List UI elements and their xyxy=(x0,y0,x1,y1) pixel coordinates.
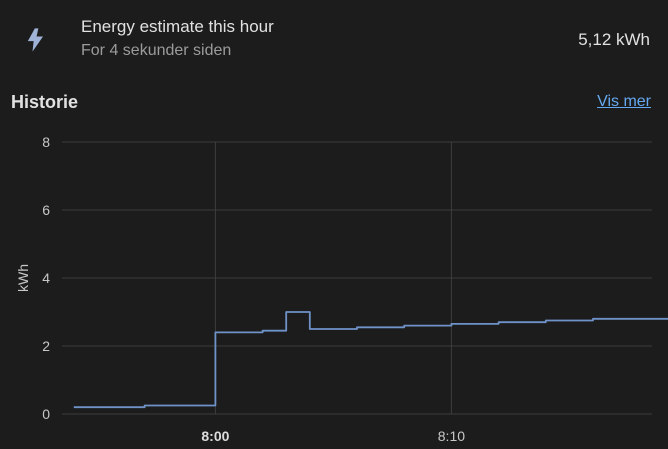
show-more-link[interactable]: Vis mer xyxy=(597,93,651,110)
y-tick-label: 8 xyxy=(42,134,50,150)
x-tick-label: 8:10 xyxy=(438,428,465,444)
entity-row[interactable]: Energy estimate this hour For 4 sekunder… xyxy=(0,0,668,78)
y-tick-label: 6 xyxy=(42,202,50,218)
y-tick-label: 0 xyxy=(42,406,50,422)
last-changed-text: For 4 sekunder siden xyxy=(81,42,232,59)
y-tick-label: 2 xyxy=(42,338,50,354)
entity-name: Energy estimate this hour xyxy=(81,17,274,36)
history-title: Historie xyxy=(11,92,79,112)
y-axis-label: kWh xyxy=(15,264,31,292)
lightning-bolt-icon xyxy=(22,26,50,54)
energy-series-line xyxy=(73,311,668,409)
entity-state: 5,12 kWh xyxy=(578,30,650,49)
y-tick-label: 4 xyxy=(42,270,50,286)
x-tick-label: 8:00 xyxy=(201,428,229,444)
